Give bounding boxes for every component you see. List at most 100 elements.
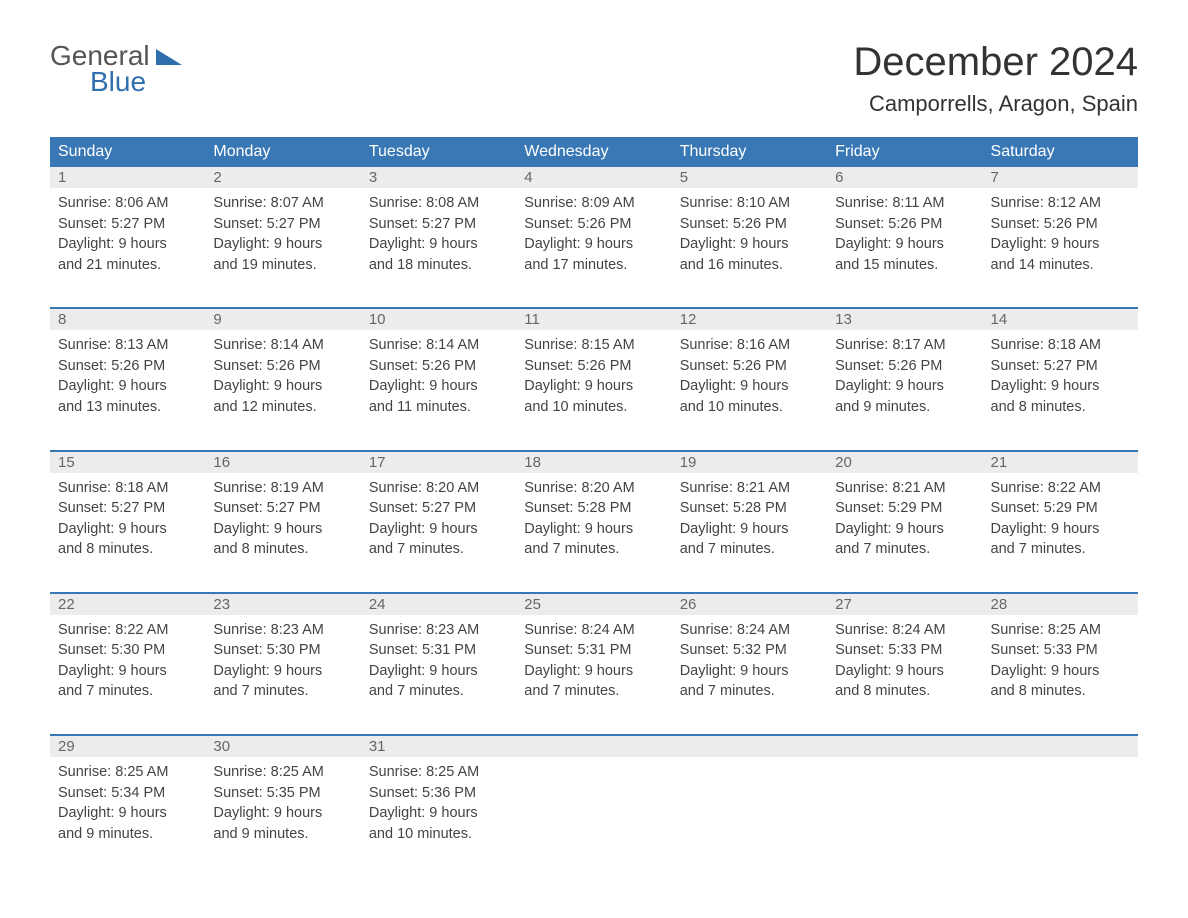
day-number: 9 [205, 308, 360, 330]
day-d2: and 21 minutes. [58, 256, 197, 276]
day-d2: and 7 minutes. [680, 540, 819, 560]
day-cell: Sunrise: 8:11 AMSunset: 5:26 PMDaylight:… [827, 188, 982, 280]
day-d1: Daylight: 9 hours [835, 235, 974, 255]
week-separator [50, 707, 1138, 735]
day-number-row: 891011121314 [50, 308, 1138, 330]
day-cell [827, 757, 982, 849]
day-cell: Sunrise: 8:14 AMSunset: 5:26 PMDaylight:… [205, 330, 360, 422]
day-ss: Sunset: 5:26 PM [680, 215, 819, 235]
day-d1: Daylight: 9 hours [991, 662, 1130, 682]
weekday-header: Thursday [672, 137, 827, 167]
day-cell: Sunrise: 8:18 AMSunset: 5:27 PMDaylight:… [983, 330, 1138, 422]
day-d2: and 13 minutes. [58, 398, 197, 418]
day-cell: Sunrise: 8:20 AMSunset: 5:27 PMDaylight:… [361, 473, 516, 565]
day-sr: Sunrise: 8:18 AM [991, 336, 1130, 356]
day-d2: and 11 minutes. [369, 398, 508, 418]
day-cell: Sunrise: 8:23 AMSunset: 5:31 PMDaylight:… [361, 615, 516, 707]
weekday-header: Tuesday [361, 137, 516, 167]
day-sr: Sunrise: 8:07 AM [213, 194, 352, 214]
day-cell: Sunrise: 8:10 AMSunset: 5:26 PMDaylight:… [672, 188, 827, 280]
day-number: 31 [361, 735, 516, 757]
day-cell: Sunrise: 8:15 AMSunset: 5:26 PMDaylight:… [516, 330, 671, 422]
day-sr: Sunrise: 8:23 AM [213, 621, 352, 641]
day-cell: Sunrise: 8:16 AMSunset: 5:26 PMDaylight:… [672, 330, 827, 422]
day-d1: Daylight: 9 hours [680, 662, 819, 682]
day-d1: Daylight: 9 hours [524, 377, 663, 397]
day-number: 23 [205, 593, 360, 615]
day-d1: Daylight: 9 hours [369, 520, 508, 540]
day-d2: and 7 minutes. [835, 540, 974, 560]
day-sr: Sunrise: 8:09 AM [524, 194, 663, 214]
day-cell: Sunrise: 8:21 AMSunset: 5:29 PMDaylight:… [827, 473, 982, 565]
day-ss: Sunset: 5:27 PM [58, 499, 197, 519]
day-number: 2 [205, 167, 360, 188]
day-ss: Sunset: 5:29 PM [991, 499, 1130, 519]
day-sr: Sunrise: 8:14 AM [369, 336, 508, 356]
day-info-row: Sunrise: 8:18 AMSunset: 5:27 PMDaylight:… [50, 473, 1138, 565]
day-d1: Daylight: 9 hours [213, 235, 352, 255]
day-number [516, 735, 671, 757]
day-cell: Sunrise: 8:20 AMSunset: 5:28 PMDaylight:… [516, 473, 671, 565]
day-info-row: Sunrise: 8:25 AMSunset: 5:34 PMDaylight:… [50, 757, 1138, 849]
week-separator [50, 565, 1138, 593]
day-ss: Sunset: 5:33 PM [835, 641, 974, 661]
day-cell: Sunrise: 8:14 AMSunset: 5:26 PMDaylight:… [361, 330, 516, 422]
day-cell: Sunrise: 8:24 AMSunset: 5:33 PMDaylight:… [827, 615, 982, 707]
day-d1: Daylight: 9 hours [58, 804, 197, 824]
day-cell: Sunrise: 8:25 AMSunset: 5:34 PMDaylight:… [50, 757, 205, 849]
day-number: 20 [827, 451, 982, 473]
day-d2: and 7 minutes. [524, 540, 663, 560]
day-ss: Sunset: 5:31 PM [369, 641, 508, 661]
flag-icon [156, 49, 182, 65]
weekday-header: Saturday [983, 137, 1138, 167]
month-title: December 2024 [853, 40, 1138, 85]
day-ss: Sunset: 5:27 PM [213, 499, 352, 519]
day-number: 4 [516, 167, 671, 188]
day-sr: Sunrise: 8:17 AM [835, 336, 974, 356]
title-block: December 2024 Camporrells, Aragon, Spain [853, 40, 1138, 117]
day-d2: and 7 minutes. [369, 540, 508, 560]
day-d2: and 10 minutes. [680, 398, 819, 418]
day-number: 25 [516, 593, 671, 615]
day-cell: Sunrise: 8:12 AMSunset: 5:26 PMDaylight:… [983, 188, 1138, 280]
day-number: 24 [361, 593, 516, 615]
day-ss: Sunset: 5:26 PM [835, 215, 974, 235]
day-d2: and 16 minutes. [680, 256, 819, 276]
day-d2: and 12 minutes. [213, 398, 352, 418]
day-d1: Daylight: 9 hours [680, 235, 819, 255]
day-number: 27 [827, 593, 982, 615]
day-cell: Sunrise: 8:25 AMSunset: 5:33 PMDaylight:… [983, 615, 1138, 707]
day-d2: and 15 minutes. [835, 256, 974, 276]
day-ss: Sunset: 5:26 PM [680, 357, 819, 377]
day-number: 1 [50, 167, 205, 188]
day-cell: Sunrise: 8:24 AMSunset: 5:31 PMDaylight:… [516, 615, 671, 707]
day-d1: Daylight: 9 hours [835, 377, 974, 397]
day-ss: Sunset: 5:36 PM [369, 784, 508, 804]
weekday-header: Friday [827, 137, 982, 167]
day-d1: Daylight: 9 hours [213, 662, 352, 682]
day-sr: Sunrise: 8:16 AM [680, 336, 819, 356]
day-ss: Sunset: 5:26 PM [58, 357, 197, 377]
day-d1: Daylight: 9 hours [369, 235, 508, 255]
day-d2: and 9 minutes. [213, 825, 352, 845]
day-sr: Sunrise: 8:22 AM [58, 621, 197, 641]
day-cell: Sunrise: 8:24 AMSunset: 5:32 PMDaylight:… [672, 615, 827, 707]
day-sr: Sunrise: 8:23 AM [369, 621, 508, 641]
day-info-row: Sunrise: 8:13 AMSunset: 5:26 PMDaylight:… [50, 330, 1138, 422]
day-d2: and 8 minutes. [835, 682, 974, 702]
day-number: 3 [361, 167, 516, 188]
day-cell: Sunrise: 8:22 AMSunset: 5:30 PMDaylight:… [50, 615, 205, 707]
day-number: 5 [672, 167, 827, 188]
day-d1: Daylight: 9 hours [369, 804, 508, 824]
day-number: 15 [50, 451, 205, 473]
weekday-header: Wednesday [516, 137, 671, 167]
day-ss: Sunset: 5:31 PM [524, 641, 663, 661]
day-d2: and 9 minutes. [58, 825, 197, 845]
day-d1: Daylight: 9 hours [369, 662, 508, 682]
day-ss: Sunset: 5:26 PM [991, 215, 1130, 235]
day-cell: Sunrise: 8:25 AMSunset: 5:36 PMDaylight:… [361, 757, 516, 849]
day-number: 11 [516, 308, 671, 330]
day-sr: Sunrise: 8:25 AM [213, 763, 352, 783]
day-sr: Sunrise: 8:25 AM [991, 621, 1130, 641]
day-ss: Sunset: 5:28 PM [680, 499, 819, 519]
